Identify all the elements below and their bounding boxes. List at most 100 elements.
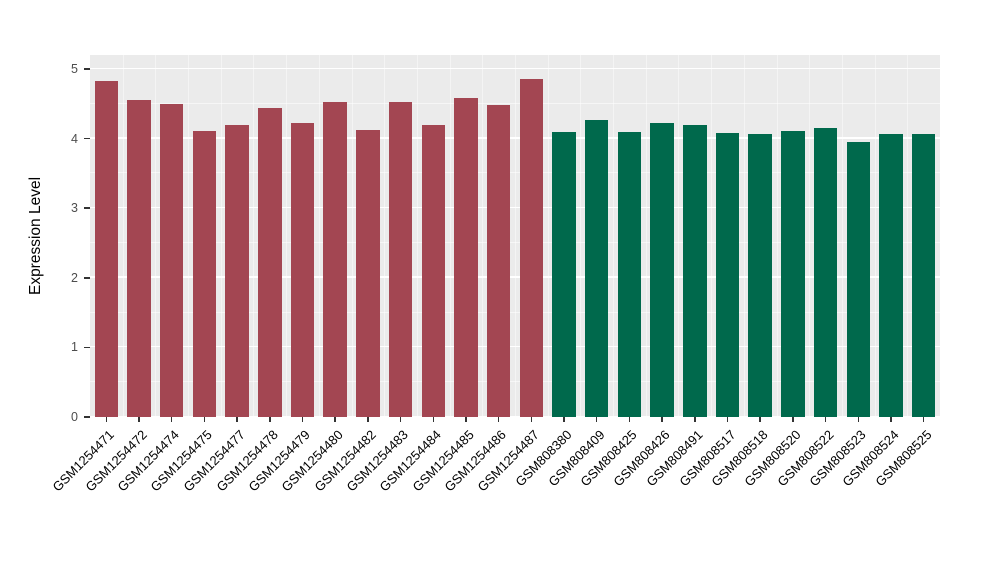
x-tick-mark <box>824 417 827 422</box>
gridline-major <box>90 137 940 139</box>
bar-GSM1254483 <box>388 102 413 417</box>
gridline-minor <box>90 381 940 383</box>
y-tick-mark <box>84 416 90 418</box>
x-tick-mark <box>628 417 631 422</box>
gridline-vertical-minor <box>841 55 843 417</box>
x-tick-mark <box>530 417 533 422</box>
gridline-vertical-minor <box>515 55 516 417</box>
gridline-vertical-minor <box>580 55 582 417</box>
x-tick-mark <box>105 417 108 422</box>
gridline-vertical-minor <box>449 55 451 417</box>
bar-GSM808409 <box>584 119 609 417</box>
gridline-major <box>90 67 940 69</box>
gridline-minor <box>90 242 940 243</box>
bar-GSM1254487 <box>519 78 544 417</box>
x-axis: GSM1254471 GSM1254472 GSM1254474 GSM1254475… <box>50 417 940 557</box>
x-tick-mark <box>301 417 304 422</box>
y-tick-label: 0 <box>71 410 78 424</box>
x-tick-mark <box>694 417 696 422</box>
gridline-major <box>90 415 940 417</box>
gridline-vertical-minor <box>743 55 745 417</box>
gridline-minor <box>90 311 940 313</box>
x-tick-mark <box>367 417 369 422</box>
x-tick-mark <box>857 417 860 422</box>
x-tick-mark <box>399 417 402 422</box>
x-tick-mark <box>236 417 238 422</box>
x-tick-mark <box>922 417 925 422</box>
gridline-vertical-minor <box>482 55 484 417</box>
gridline-major <box>90 206 940 209</box>
x-tick-mark <box>595 417 598 422</box>
y-tick-mark <box>84 346 90 349</box>
y-tick-label: 2 <box>71 270 78 285</box>
x-tick-mark <box>792 417 794 422</box>
x-tick-mark <box>890 417 892 422</box>
x-tick-mark <box>170 417 173 422</box>
bar-GSM1254485 <box>454 98 478 417</box>
gridline-vertical-minor <box>253 55 255 417</box>
x-tick-mark <box>269 417 271 422</box>
x-tick-mark <box>759 417 761 422</box>
gridline-vertical-minor <box>907 55 909 417</box>
gridline-vertical-minor <box>613 55 615 417</box>
x-tick-mark <box>726 417 729 422</box>
bar-GSM808524 <box>879 134 903 417</box>
bar-GSM1254475 <box>192 130 217 417</box>
gridline-vertical-minor <box>188 55 190 417</box>
y-tick-label: 5 <box>71 62 78 76</box>
gridline-vertical-minor <box>155 55 157 417</box>
gridline-major <box>90 276 940 278</box>
x-tick-mark <box>661 417 663 422</box>
bar-GSM808426 <box>650 122 674 417</box>
y-tick-mark <box>84 68 90 70</box>
bar-GSM1254474 <box>159 103 184 417</box>
y-tick-mark <box>84 277 90 279</box>
y-tick-label: 3 <box>71 201 78 216</box>
gridline-vertical-minor <box>645 55 647 417</box>
gridline-vertical-minor <box>286 55 288 417</box>
y-tick-mark <box>84 207 90 209</box>
bar-GSM808380 <box>552 131 576 417</box>
y-tick-mark <box>84 137 90 140</box>
gridline-vertical-minor <box>351 55 353 417</box>
x-tick-mark <box>563 417 565 422</box>
bar-GSM1254482 <box>356 129 380 417</box>
bar-GSM808522 <box>813 128 838 417</box>
gridline-vertical-minor <box>318 55 320 417</box>
gridline-vertical-minor <box>874 55 876 417</box>
gridline-vertical-minor <box>122 55 124 417</box>
bar-GSM808517 <box>715 133 740 417</box>
y-tick-label: 4 <box>71 131 78 146</box>
bar-GSM1254479 <box>290 123 315 417</box>
bar-GSM1254477 <box>225 125 249 417</box>
bar-GSM1254480 <box>323 101 347 417</box>
bar-GSM1254471 <box>94 80 119 417</box>
gridline-vertical-minor <box>220 55 222 417</box>
bar-GSM808518 <box>748 134 772 417</box>
bar-GSM1254472 <box>127 100 151 417</box>
y-tick-label: 1 <box>71 340 78 355</box>
bar-GSM808520 <box>781 130 805 417</box>
gridline-vertical-minor <box>776 55 778 417</box>
bar-GSM808525 <box>911 133 936 417</box>
gridline-minor <box>90 172 940 174</box>
bar-GSM1254478 <box>258 107 282 417</box>
gridline-vertical-minor <box>416 55 418 417</box>
plot-panel <box>90 55 940 417</box>
x-tick-mark <box>203 417 206 422</box>
bar-GSM808523 <box>846 142 871 417</box>
bar-GSM1254486 <box>486 105 511 417</box>
gridline-vertical-minor <box>678 55 680 417</box>
x-tick-mark <box>432 417 435 422</box>
x-tick-mark <box>138 417 140 422</box>
bar-GSM1254484 <box>421 125 446 417</box>
gridline-vertical-minor <box>809 55 811 417</box>
gridline-vertical-minor <box>711 55 713 417</box>
gridline-vertical-minor <box>384 55 386 417</box>
gridline-minor <box>90 102 940 104</box>
gridline-vertical-minor <box>547 55 549 417</box>
x-tick-mark <box>465 417 467 422</box>
y-axis: 0 1 2 3 4 5 <box>0 55 90 424</box>
gridline-major <box>90 345 940 348</box>
